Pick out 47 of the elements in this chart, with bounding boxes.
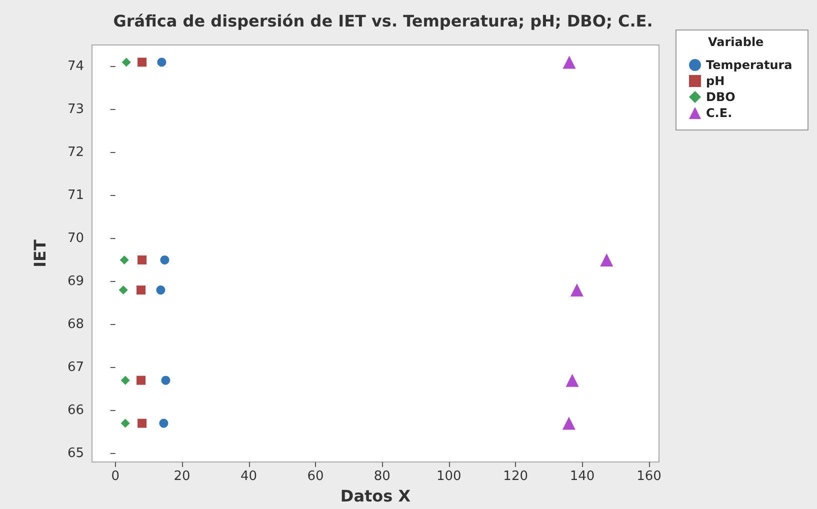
y-tick-label: 71 — [67, 188, 84, 203]
x-tick-label: 40 — [240, 469, 258, 484]
x-tick-label: 120 — [503, 469, 528, 484]
legend-label: pH — [706, 74, 725, 88]
y-tick-label: 73 — [67, 102, 84, 117]
y-tick-label: 65 — [67, 446, 84, 461]
y-tick-label: 66 — [67, 402, 84, 418]
x-tick-label: 100 — [436, 469, 462, 484]
x-tick-label: 60 — [307, 469, 324, 484]
point — [570, 284, 584, 297]
point — [156, 286, 166, 295]
y-tick-label: 74 — [67, 58, 84, 74]
point — [161, 376, 170, 385]
x-tick-label: 160 — [636, 469, 662, 484]
x-axis-title: Datos X — [340, 486, 412, 506]
point — [136, 376, 146, 385]
y-axis-title: IET — [30, 240, 50, 268]
legend-title: Variable — [708, 35, 764, 49]
point — [566, 374, 579, 387]
point — [122, 58, 131, 67]
x-tick-label: 80 — [374, 469, 390, 484]
y-tick-label: 72 — [67, 144, 84, 160]
point — [138, 418, 147, 428]
point — [138, 58, 147, 67]
point — [118, 286, 128, 295]
x-tick-label: 20 — [174, 469, 190, 484]
point — [600, 253, 614, 266]
legend-label: Temperatura — [706, 58, 792, 72]
point — [157, 58, 166, 67]
point — [160, 255, 170, 264]
point — [138, 255, 147, 264]
point — [562, 56, 576, 69]
y-tick-label: 68 — [67, 316, 84, 332]
y-tick-label: 69 — [67, 274, 84, 289]
x-tick-label: 140 — [570, 469, 595, 484]
point — [159, 418, 168, 428]
legend-label: C.E. — [706, 106, 732, 120]
chart-title: Gráfica de dispersión de IET vs. Temperatura; pH; DBO; C.E. — [113, 12, 653, 30]
point — [562, 416, 576, 430]
x-tick-label: 0 — [111, 469, 120, 484]
y-tick-label: 67 — [67, 360, 84, 375]
point — [120, 418, 130, 428]
point — [120, 255, 129, 264]
legend-label: DBO — [706, 90, 736, 104]
point — [136, 286, 146, 295]
y-tick-label: 70 — [67, 230, 84, 246]
point — [120, 376, 130, 385]
